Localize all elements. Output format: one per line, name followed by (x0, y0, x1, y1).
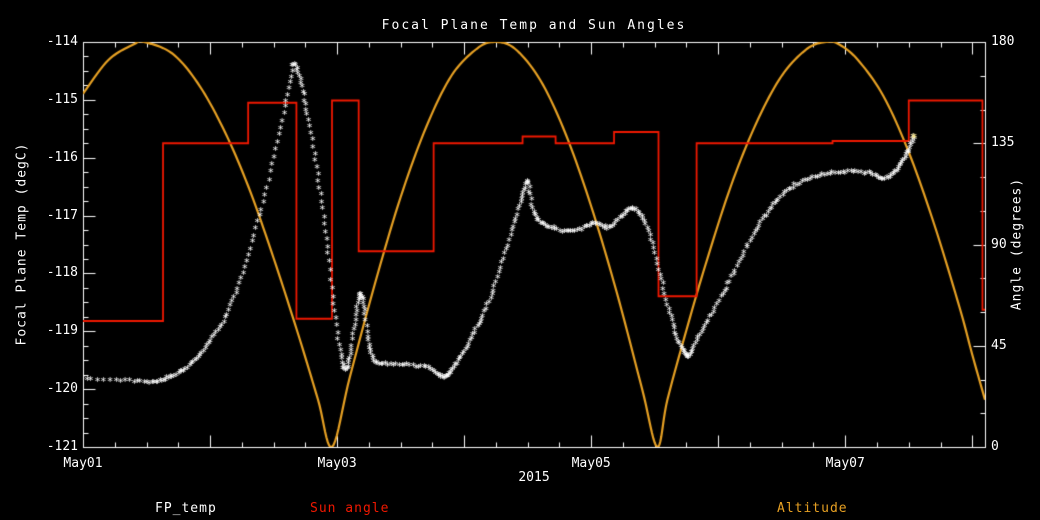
x-tick-label: May01 (63, 456, 103, 471)
right-tick-label: 90 (991, 236, 1007, 252)
legend-fp-temp: FP_temp (155, 501, 217, 516)
left-tick-label: -114 (46, 34, 78, 49)
legend-sun-angle: Sun angle (310, 501, 390, 516)
x-tick-label: May05 (571, 456, 611, 471)
left-tick-label: -117 (46, 207, 78, 223)
right-axis-title: Angle (degrees) (1009, 177, 1025, 311)
right-tick-label: 135 (991, 135, 1015, 151)
left-axis-title: Focal Plane Temp (degC) (14, 142, 30, 346)
right-tick-label: 45 (991, 337, 1007, 353)
left-tick-label: -116 (46, 149, 78, 165)
left-tick-label: -119 (46, 323, 78, 339)
right-tick-label: 0 (991, 439, 999, 454)
right-tick-label: 180 (991, 34, 1015, 49)
x-tick-label: May03 (317, 456, 357, 471)
left-tick-label: -118 (46, 265, 78, 281)
left-tick-label: -120 (46, 381, 78, 397)
x-axis-year-label: 2015 (518, 470, 550, 485)
chart-title: Focal Plane Temp and Sun Angles (381, 18, 687, 33)
left-tick-label: -121 (46, 439, 78, 454)
legend-altitude: Altitude (777, 501, 848, 516)
x-tick-label: May07 (825, 456, 865, 471)
left-tick-label: -115 (46, 91, 78, 107)
